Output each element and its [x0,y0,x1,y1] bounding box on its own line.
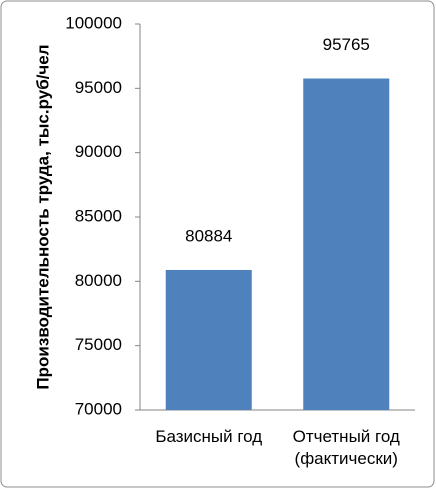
y-tick-label: 80000 [75,271,122,290]
y-tick-label: 100000 [65,13,122,32]
y-tick-label: 85000 [75,206,122,225]
bar [165,269,252,410]
x-tick-label: Отчетный год (фактически) [292,427,400,468]
y-tick-label: 70000 [75,399,122,418]
data-label: 80884 [185,226,232,245]
y-tick-label: 75000 [75,335,122,354]
bar [303,78,390,411]
y-axis-label: Производительность труда, тыс.руб/чел [33,44,52,389]
x-tick-label: Базисный год [155,427,263,446]
y-tick-label: 95000 [75,78,122,97]
data-label: 95765 [323,35,370,54]
y-tick-label: 90000 [75,142,122,161]
